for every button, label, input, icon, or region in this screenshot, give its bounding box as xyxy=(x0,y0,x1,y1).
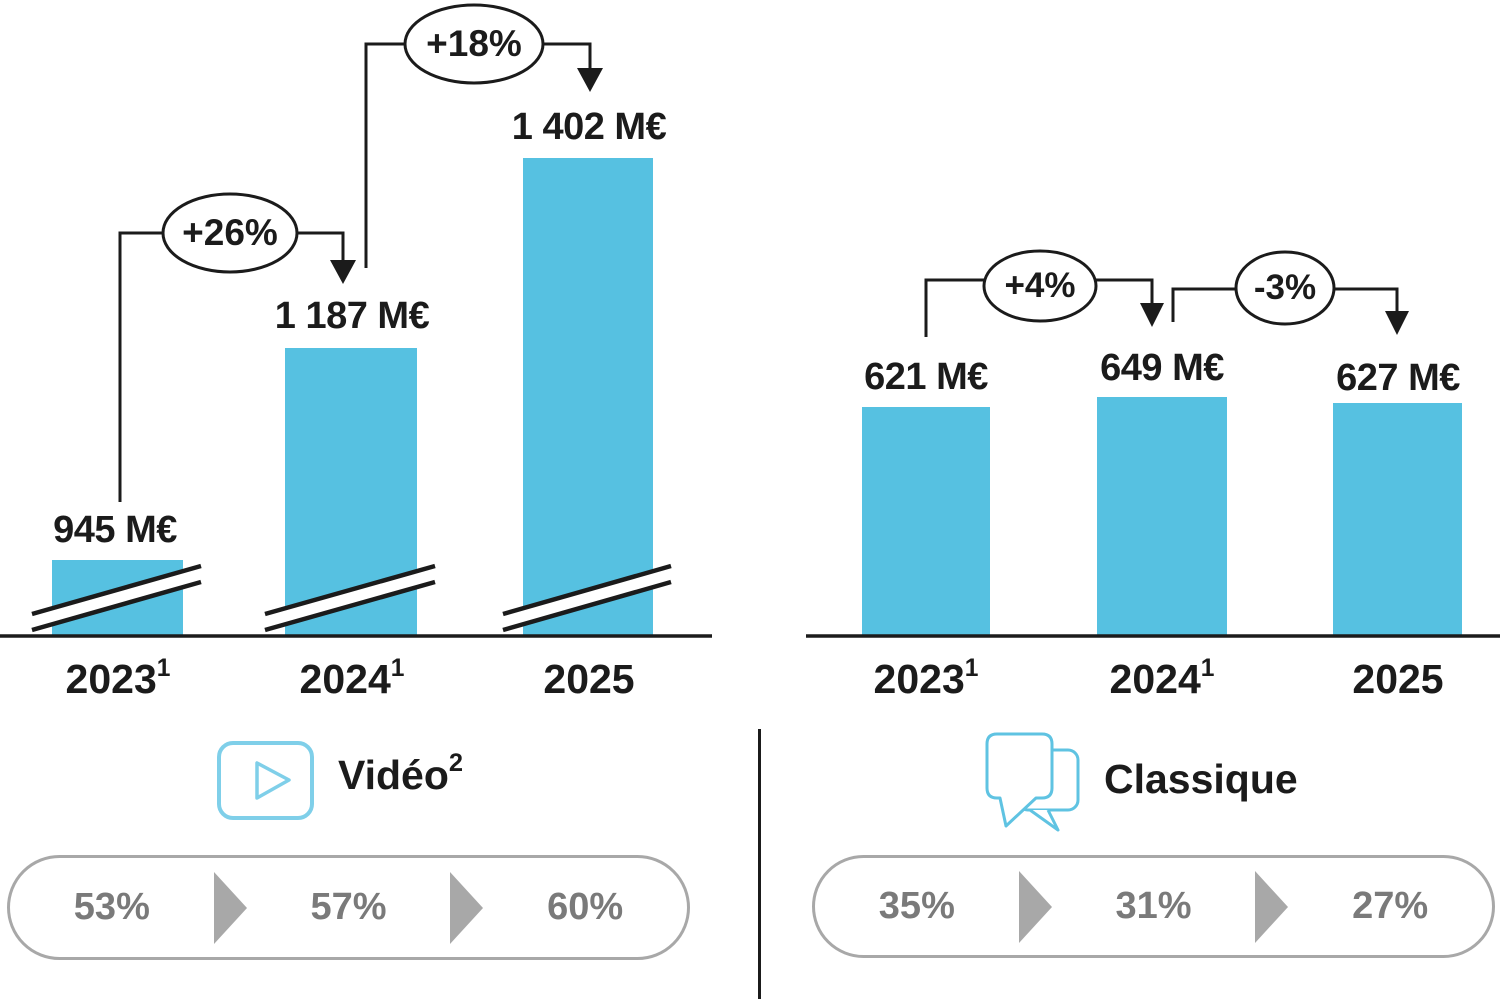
legend-section-divider xyxy=(758,729,761,999)
value-label-video-2025: 1 402 M€ xyxy=(511,106,667,148)
axis-break-marks xyxy=(30,563,673,633)
year-label-classique-2025: 2025 xyxy=(1352,656,1443,703)
speech-bubbles-icon xyxy=(985,732,1080,832)
right-arrow-icon xyxy=(1255,870,1289,943)
year-footnote-marker: 1 xyxy=(1200,654,1215,682)
value-label-classique-2025: 627 M€ xyxy=(1336,357,1460,399)
growth-label-plus4: +4% xyxy=(1004,266,1076,305)
year-text: 2024 xyxy=(1109,656,1201,702)
axis-break-line xyxy=(31,563,202,617)
legend-footnote-marker: 2 xyxy=(448,748,464,777)
share-value: 31% xyxy=(1115,885,1192,927)
axis-break-line xyxy=(264,579,436,633)
bar-classique-2023 xyxy=(862,407,990,636)
play-triangle xyxy=(255,761,291,800)
growth-label-plus18: +18% xyxy=(426,23,522,64)
connector-minus3-drop xyxy=(1331,287,1399,313)
year-footnote-marker: 1 xyxy=(964,654,979,682)
connector-plus18-line xyxy=(364,42,407,268)
year-footnote-marker: 1 xyxy=(156,654,171,682)
year-text: 2025 xyxy=(543,656,635,702)
year-label-video-2025: 2025 xyxy=(543,656,634,703)
connector-plus18-drop xyxy=(541,42,592,70)
share-value: 35% xyxy=(878,885,955,927)
value-label-video-2024: 1 187 M€ xyxy=(274,295,430,337)
axis-break-line xyxy=(264,563,436,617)
year-label-classique-2023: 20231 xyxy=(873,654,979,703)
connector-plus4-drop xyxy=(1094,278,1154,305)
axis-break-line xyxy=(31,579,202,633)
speech-bubble-back-tail xyxy=(1029,808,1060,832)
right-arrow-icon xyxy=(213,871,247,944)
arrowhead-plus4 xyxy=(1140,303,1164,327)
connector-plus4-line xyxy=(924,278,986,337)
growth-oval-minus3 xyxy=(1234,250,1336,326)
share-value: 57% xyxy=(310,886,387,928)
arrowhead-plus18 xyxy=(577,68,603,92)
axis-break-line xyxy=(502,579,672,633)
share-value: 53% xyxy=(73,886,150,928)
bar-video-2025 xyxy=(523,158,653,636)
share-pill-classique: 35% 31% 27% xyxy=(812,855,1495,958)
year-footnote-marker: 1 xyxy=(390,654,405,682)
axis-break-gap xyxy=(263,567,437,629)
legend-label-video: Vidéo2 xyxy=(338,748,464,799)
share-value: 27% xyxy=(1352,885,1429,927)
growth-oval-plus4 xyxy=(982,249,1098,323)
year-label-video-2023: 20231 xyxy=(65,654,171,703)
year-text: 2024 xyxy=(299,656,391,702)
bar-classique-2024 xyxy=(1097,397,1227,636)
speech-bubble-front xyxy=(985,732,1054,828)
year-text: 2025 xyxy=(1352,656,1444,702)
arrowhead-minus3 xyxy=(1385,311,1409,335)
axis-break-gap xyxy=(501,567,673,629)
legend-text: Classique xyxy=(1104,756,1298,802)
growth-connectors-video xyxy=(118,42,592,502)
right-arrow-icon xyxy=(450,871,484,944)
year-text: 2023 xyxy=(873,656,965,702)
growth-connectors-classique xyxy=(924,278,1399,337)
value-label-classique-2023: 621 M€ xyxy=(864,356,988,398)
arrowhead-plus26 xyxy=(330,260,356,284)
video-frame xyxy=(217,741,314,820)
value-label-classique-2024: 649 M€ xyxy=(1100,347,1224,389)
growth-oval-plus26 xyxy=(161,192,299,274)
axis-break-gap xyxy=(30,567,203,629)
share-pill-video: 53% 57% 60% xyxy=(7,855,690,960)
axis-break-line xyxy=(502,563,672,617)
share-value: 60% xyxy=(547,886,624,928)
year-label-video-2024: 20241 xyxy=(299,654,405,703)
year-text: 2023 xyxy=(65,656,157,702)
year-label-classique-2024: 20241 xyxy=(1109,654,1215,703)
legend-text: Vidéo xyxy=(338,752,449,798)
video-play-icon xyxy=(217,741,314,820)
right-arrow-icon xyxy=(1018,870,1052,943)
connector-plus26-line xyxy=(118,231,165,502)
bar-classique-2025 xyxy=(1333,403,1462,636)
growth-oval-plus18 xyxy=(403,3,545,85)
connector-plus26-drop xyxy=(295,231,345,262)
growth-label-minus3: -3% xyxy=(1253,268,1317,307)
value-label-video-2023: 945 M€ xyxy=(53,509,177,551)
connector-minus3-line xyxy=(1171,287,1239,322)
growth-label-plus26: +26% xyxy=(182,212,278,253)
legend-label-classique: Classique xyxy=(1104,756,1298,803)
